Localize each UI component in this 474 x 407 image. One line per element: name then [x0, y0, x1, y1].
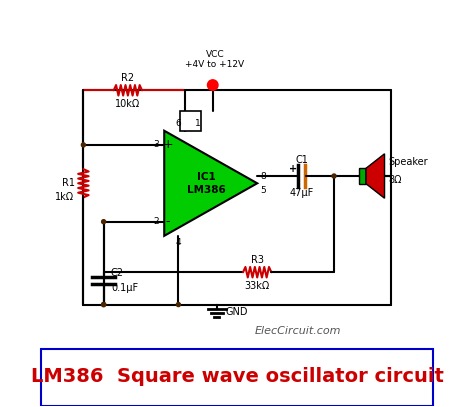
Text: Speaker: Speaker [389, 157, 428, 167]
Circle shape [332, 174, 336, 178]
Text: 47μF: 47μF [290, 188, 314, 198]
FancyBboxPatch shape [41, 349, 433, 406]
Text: GND: GND [226, 306, 248, 317]
Text: 8Ω: 8Ω [389, 175, 402, 185]
Bar [181, 111, 201, 131]
Text: VCC
+4V to +12V: VCC +4V to +12V [185, 50, 244, 69]
Text: 33kΩ: 33kΩ [245, 281, 270, 291]
Text: C2: C2 [111, 268, 124, 278]
Text: 0.1μF: 0.1μF [111, 282, 138, 293]
Text: LM386  Square wave oscillator circuit: LM386 Square wave oscillator circuit [30, 367, 444, 386]
Circle shape [101, 302, 106, 306]
Text: R2: R2 [121, 73, 135, 83]
Text: +: + [162, 138, 173, 151]
Circle shape [101, 220, 106, 224]
Text: 2: 2 [154, 217, 159, 226]
Circle shape [176, 302, 181, 306]
Text: R1: R1 [62, 178, 74, 188]
Text: ElecCircuit.com: ElecCircuit.com [255, 326, 341, 336]
Text: C1: C1 [295, 155, 308, 165]
Text: R3: R3 [251, 255, 264, 265]
Text: 1: 1 [194, 118, 200, 127]
Polygon shape [366, 154, 384, 198]
Text: IC1
LM386: IC1 LM386 [187, 172, 226, 195]
Text: 5: 5 [260, 186, 266, 195]
Polygon shape [164, 131, 257, 236]
Text: 6: 6 [175, 118, 181, 127]
Circle shape [82, 143, 85, 147]
Text: 10kΩ: 10kΩ [115, 99, 140, 109]
Text: +: + [289, 164, 297, 174]
Circle shape [101, 302, 106, 306]
Text: 1kΩ: 1kΩ [55, 192, 74, 202]
Text: 8: 8 [260, 171, 266, 181]
Text: 4: 4 [175, 238, 181, 247]
Bar [359, 168, 366, 184]
Circle shape [208, 80, 218, 90]
Text: 3: 3 [154, 140, 159, 149]
Text: -: - [165, 215, 170, 228]
